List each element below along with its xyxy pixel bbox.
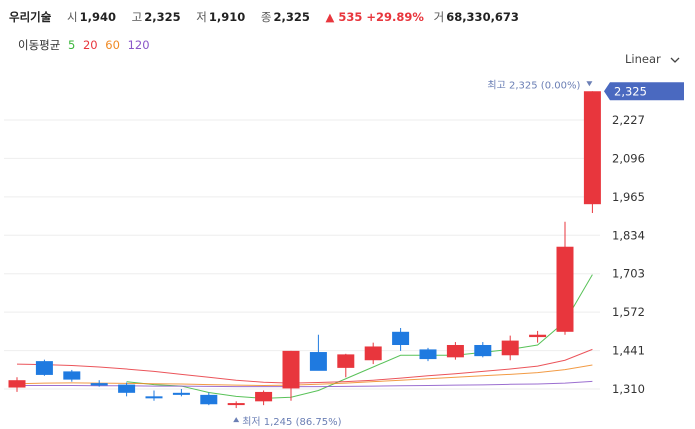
candle-body xyxy=(337,354,355,368)
candle-body xyxy=(446,344,464,358)
y-tick-label: 1,703 xyxy=(612,267,645,281)
stock-name: 우리기술 xyxy=(9,10,52,24)
ma-20-label: 20 xyxy=(82,38,98,52)
candle-body xyxy=(118,384,136,393)
y-tick-label: 1,834 xyxy=(612,228,645,242)
y-tick-label: 1,965 xyxy=(612,190,645,204)
candle-body xyxy=(145,396,163,399)
y-tick-label: 1,441 xyxy=(612,344,645,358)
price-change: ▲ 535 +29.89% xyxy=(325,10,424,24)
candle-body xyxy=(172,392,190,395)
volume: 거 68,330,673 xyxy=(433,10,519,24)
ma-line-120 xyxy=(17,380,593,388)
stock-header: 우리기술 시 1,940 고 2,325 저 1,910 종 2,325 ▲ 535 +… xyxy=(9,9,531,27)
ma-60-label: 60 xyxy=(105,38,120,52)
ma-line-20 xyxy=(16,348,593,384)
ma-5-label: 5 xyxy=(67,38,76,52)
ma-legend-label: 이동평균 xyxy=(18,38,61,52)
candle-body xyxy=(63,371,81,380)
high-marker-icon xyxy=(586,81,593,87)
high-annotation: 최고 2,325 (0.00%) xyxy=(487,79,580,91)
current-price-label: 2,325 xyxy=(614,84,647,98)
candle-body xyxy=(364,346,382,361)
candle-body xyxy=(474,344,492,357)
candle-body xyxy=(200,394,218,405)
open-price: 시 1,940 xyxy=(66,10,116,24)
low-annotation: 최저 1,245 (86.75%) xyxy=(242,416,341,428)
y-tick-label: 1,572 xyxy=(612,305,645,319)
candle-body xyxy=(556,246,574,332)
ma-line-5 xyxy=(126,274,593,399)
candle-body xyxy=(227,403,245,406)
candle-body xyxy=(35,361,53,375)
candle-body xyxy=(90,383,108,386)
high-price: 고 2,325 xyxy=(131,10,181,24)
low-price: 저 1,910 xyxy=(196,10,246,24)
candle-body xyxy=(255,391,273,402)
ma-120-label: 120 xyxy=(127,38,150,52)
candle-body xyxy=(392,331,410,345)
y-tick-label: 2,227 xyxy=(612,113,645,127)
scale-label: Linear xyxy=(625,52,661,66)
y-tick-label: 1,310 xyxy=(612,382,645,396)
low-marker-icon xyxy=(233,417,240,423)
candle-body xyxy=(501,340,519,356)
candle-body xyxy=(309,352,327,371)
candle-body xyxy=(419,349,437,360)
candle-body xyxy=(8,380,26,388)
y-tick-label: 2,096 xyxy=(612,151,645,165)
scale-toggle[interactable]: Linear xyxy=(625,52,680,66)
ma-line-60 xyxy=(16,364,593,386)
close-price: 종 2,325 xyxy=(260,10,310,24)
candle-body xyxy=(282,350,300,389)
candle-body xyxy=(583,91,601,205)
current-price-tag xyxy=(604,82,684,101)
chevron-down-icon xyxy=(670,57,680,63)
moving-average-legend: 이동평균 5 20 60 120 xyxy=(18,37,154,53)
candle-body xyxy=(529,334,547,338)
